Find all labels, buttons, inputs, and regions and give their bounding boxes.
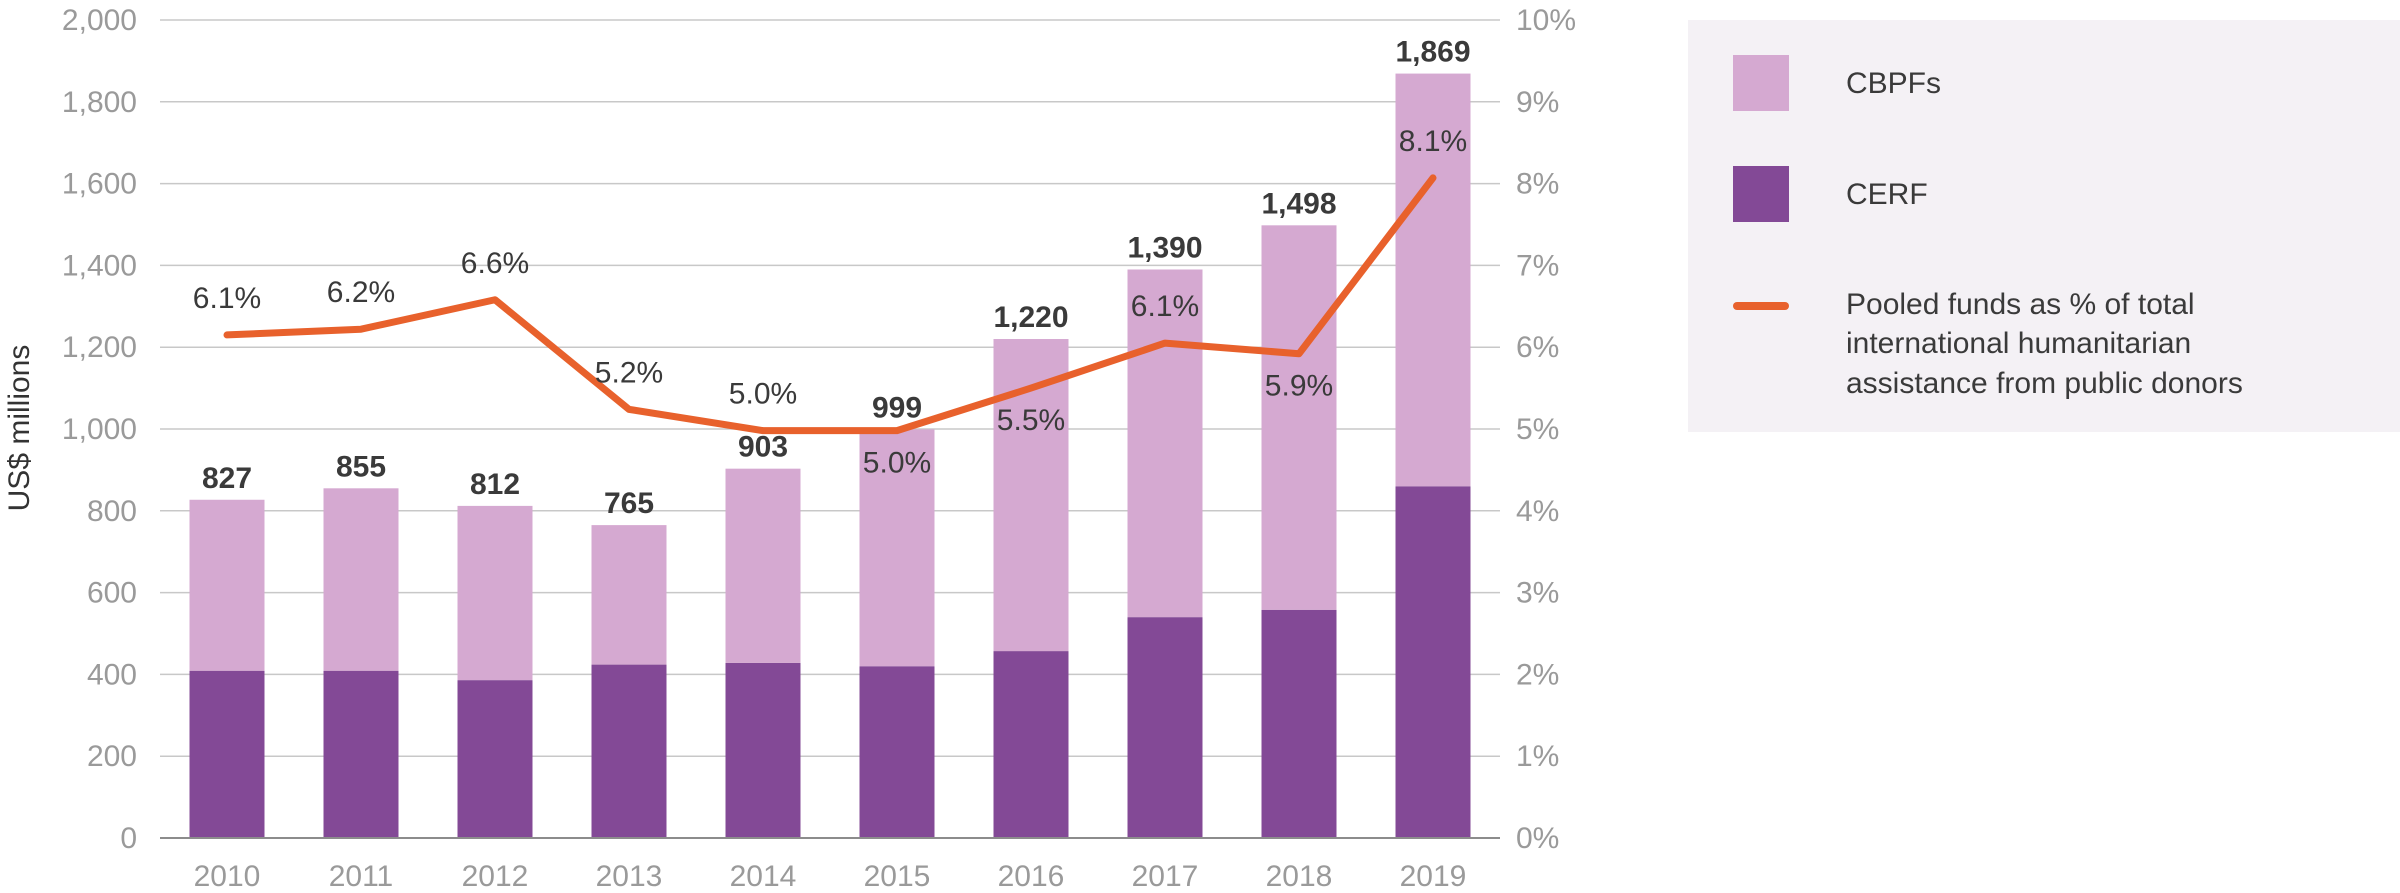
y2-tick-label: 1% [1516, 740, 1559, 773]
y-tick-label: 200 [87, 740, 137, 773]
y2-tick-label: 2% [1516, 658, 1559, 691]
y-tick-label: 1,000 [62, 413, 137, 446]
legend-swatch-cbpfs [1733, 55, 1789, 111]
bar-cbpfs [1127, 269, 1203, 618]
y2-tick-label: 5% [1516, 413, 1559, 446]
y-tick-label: 400 [87, 658, 137, 691]
x-tick-label: 2012 [462, 860, 529, 893]
legend: CBPFs CERF Pooled funds as % of total in… [1688, 20, 2400, 432]
pct-label: 5.9% [1265, 370, 1333, 403]
bar-cerf [189, 670, 265, 838]
pct-line [223, 174, 1437, 435]
legend-label-pct-line-2: international humanitarian [1846, 327, 2191, 360]
y2-tick-label: 3% [1516, 577, 1559, 610]
pct-label: 6.6% [461, 247, 529, 280]
bar-total-label: 812 [470, 468, 520, 501]
y2-tick-label: 0% [1516, 822, 1559, 855]
bar-total-label: 1,390 [1127, 231, 1202, 264]
x-tick-label: 2014 [730, 860, 797, 893]
bar-total-label: 855 [336, 450, 386, 483]
y2-tick-label: 6% [1516, 331, 1559, 364]
bar-cerf [1395, 486, 1471, 838]
y-tick-label: 1,400 [62, 249, 137, 282]
legend-label-pct-line-1: Pooled funds as % of total [1846, 288, 2195, 321]
bars [189, 73, 1471, 838]
x-tick-label: 2013 [596, 860, 663, 893]
bar-cerf [457, 680, 533, 838]
pct-label: 5.2% [595, 356, 663, 389]
y-tick-label: 800 [87, 495, 137, 528]
legend-label-pct-line-3: assistance from public donors [1846, 367, 2243, 400]
bar-cbpfs [1395, 73, 1471, 487]
pct-label: 5.5% [997, 404, 1065, 437]
bar-total-label: 765 [604, 487, 654, 520]
y-tick-label: 1,800 [62, 86, 137, 119]
legend-swatch-cerf [1733, 166, 1789, 222]
bar-total-label: 1,498 [1261, 187, 1336, 220]
bar-cerf [323, 670, 399, 838]
legend-background [1688, 20, 2400, 432]
bar-cerf [1127, 617, 1203, 838]
axes: 0 200 400 600 800 1,000 1,200 1,400 1,600 1,800 2,… [62, 4, 1576, 893]
x-tick-label: 2019 [1400, 860, 1467, 893]
pct-label: 6.2% [327, 276, 395, 309]
y2-tick-label: 4% [1516, 495, 1559, 528]
pct-label: 8.1% [1399, 125, 1467, 158]
pct-label: 5.0% [729, 378, 797, 411]
y-tick-label: 600 [87, 577, 137, 610]
bar-cbpfs [591, 525, 667, 665]
bar-cbpfs [323, 488, 399, 671]
bar-total-label: 903 [738, 431, 788, 464]
data-labels: 827 855 812 765 903 999 1,220 1,390 1,498 1,869 6.… [193, 36, 1471, 521]
y-tick-label: 2,000 [62, 4, 137, 37]
x-tick-label: 2010 [194, 860, 261, 893]
pct-label: 5.0% [863, 447, 931, 480]
x-tick-label: 2011 [329, 860, 394, 893]
bar-cerf [725, 662, 801, 838]
pct-label: 6.1% [193, 282, 261, 315]
y2-tick-label: 10% [1516, 4, 1576, 37]
x-tick-label: 2016 [998, 860, 1065, 893]
y-tick-label: 1,200 [62, 331, 137, 364]
legend-label-cerf: CERF [1846, 178, 1928, 211]
y2-tick-label: 7% [1516, 249, 1559, 282]
pct-line-path [223, 174, 1437, 435]
y2-tick-label: 9% [1516, 86, 1559, 119]
x-tick-label: 2018 [1266, 860, 1333, 893]
bar-cerf [859, 666, 935, 838]
bar-cbpfs [725, 468, 801, 663]
bar-total-label: 999 [872, 391, 922, 424]
pct-label: 6.1% [1131, 290, 1199, 323]
x-tick-label: 2017 [1132, 860, 1199, 893]
bar-cerf [1261, 609, 1337, 838]
y-tick-label: 1,600 [62, 168, 137, 201]
bar-cbpfs [1261, 225, 1337, 610]
bar-cerf [993, 651, 1069, 838]
bar-cbpfs [859, 429, 935, 667]
bar-total-label: 827 [202, 462, 252, 495]
y2-tick-label: 8% [1516, 168, 1559, 201]
y-axis-label: US$ millions [3, 345, 36, 512]
x-tick-label: 2015 [864, 860, 931, 893]
bar-total-label: 1,220 [993, 301, 1068, 334]
bar-cbpfs [189, 499, 265, 671]
bar-cerf [591, 664, 667, 838]
y-tick-label: 0 [120, 822, 137, 855]
legend-label-cbpfs: CBPFs [1846, 67, 1941, 100]
bar-cbpfs [457, 505, 533, 681]
bar-total-label: 1,869 [1395, 36, 1470, 69]
